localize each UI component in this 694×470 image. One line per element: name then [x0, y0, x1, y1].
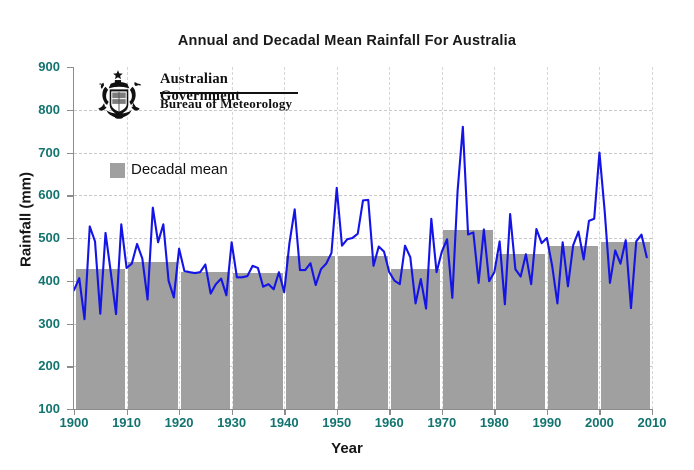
y-tick-label-900: 900 — [38, 59, 60, 74]
bar-1910-1919 — [128, 262, 178, 409]
legend-swatch-decadal-mean — [110, 163, 125, 178]
y-tick-200 — [67, 366, 73, 368]
x-tick-label-1910: 1910 — [112, 415, 141, 430]
bar-1970-1979 — [443, 229, 493, 409]
gridline-y-600 — [74, 195, 652, 197]
x-tick-label-1960: 1960 — [374, 415, 404, 430]
x-tick-label-1900: 1900 — [59, 415, 89, 430]
gridline-y-800 — [74, 109, 652, 111]
gridline-x-1950 — [336, 67, 338, 409]
x-tick-label-1990: 1990 — [532, 415, 562, 430]
y-tick-label-700: 700 — [38, 144, 60, 160]
bar-1960-1969 — [390, 268, 441, 409]
x-tick-1920 — [179, 409, 181, 415]
y-tick-label-800: 800 — [38, 101, 60, 117]
gridline-x-2010 — [652, 67, 653, 409]
bar-1930-1939 — [233, 273, 283, 409]
gridline-x-1980 — [494, 67, 496, 409]
logo-line-bureau-of-meteorology: Bureau of Meteorology — [160, 96, 293, 111]
x-tick-label-1920: 1920 — [164, 415, 194, 430]
annual-rainfall-polyline — [74, 125, 648, 321]
x-tick-1940 — [284, 409, 286, 415]
y-tick-label-300: 300 — [38, 315, 60, 331]
legend-label-decadal-mean: Decadal mean — [131, 161, 228, 178]
x-tick-label-1970: 1970 — [427, 415, 457, 430]
plot-area — [74, 67, 653, 409]
x-axis-line — [73, 408, 653, 410]
x-tick-1990 — [546, 409, 549, 415]
gridline-x-1940 — [284, 67, 286, 409]
gridline-x-1960 — [389, 67, 391, 409]
australian-coat-of-arms-icon — [98, 70, 142, 119]
gridline-y-700 — [74, 152, 652, 154]
x-tick-label-1930: 1930 — [217, 415, 247, 430]
y-tick-900 — [67, 67, 73, 69]
gridline-y-500 — [74, 238, 652, 239]
y-tick-label-100: 100 — [38, 401, 60, 416]
x-tick-label-1980: 1980 — [479, 415, 509, 430]
bar-1980-1989 — [495, 254, 546, 409]
bar-1950-1959 — [338, 256, 388, 409]
gridline-x-1930 — [231, 67, 233, 409]
bar-1990-1999 — [548, 246, 598, 409]
x-tick-2000 — [599, 409, 601, 415]
x-tick-label-1940: 1940 — [269, 415, 299, 430]
gridline-x-2000 — [599, 67, 601, 409]
x-tick-1950 — [336, 409, 339, 415]
gridline-x-1920 — [179, 67, 181, 409]
bar-1940-1949 — [285, 255, 336, 409]
y-tick-label-600: 600 — [38, 187, 60, 203]
x-tick-1960 — [389, 409, 391, 415]
y-tick-500 — [67, 238, 73, 240]
y-tick-100 — [67, 409, 73, 411]
y-tick-label-200: 200 — [38, 358, 60, 374]
x-tick-1900 — [74, 409, 76, 415]
x-tick-1980 — [494, 409, 496, 415]
bar-1920-1929 — [180, 272, 231, 409]
x-tick-1910 — [126, 409, 128, 415]
x-axis-title: Year — [331, 440, 363, 457]
x-tick-label-2010: 2010 — [637, 415, 667, 430]
y-tick-300 — [67, 323, 73, 325]
x-tick-1970 — [441, 409, 444, 415]
x-tick-label-2000: 2000 — [584, 415, 614, 430]
y-tick-700 — [67, 152, 73, 154]
annual-rainfall-line — [74, 125, 648, 321]
x-tick-1930 — [231, 409, 234, 415]
y-tick-800 — [67, 109, 73, 112]
chart-title: Annual and Decadal Mean Rainfall For Aus… — [177, 33, 517, 49]
logo-divider — [160, 92, 298, 94]
bom-logo: Australian Government Bureau of Meteorol… — [88, 68, 303, 120]
x-tick-label-1950: 1950 — [322, 415, 352, 430]
y-axis-line — [73, 67, 75, 410]
y-tick-label-500: 500 — [38, 230, 60, 245]
gridline-x-1970 — [441, 67, 443, 409]
y-tick-600 — [67, 195, 73, 197]
y-tick-400 — [67, 280, 73, 283]
gridline-x-1910 — [126, 67, 128, 409]
y-tick-label-400: 400 — [38, 272, 60, 288]
x-tick-2010 — [652, 409, 654, 415]
